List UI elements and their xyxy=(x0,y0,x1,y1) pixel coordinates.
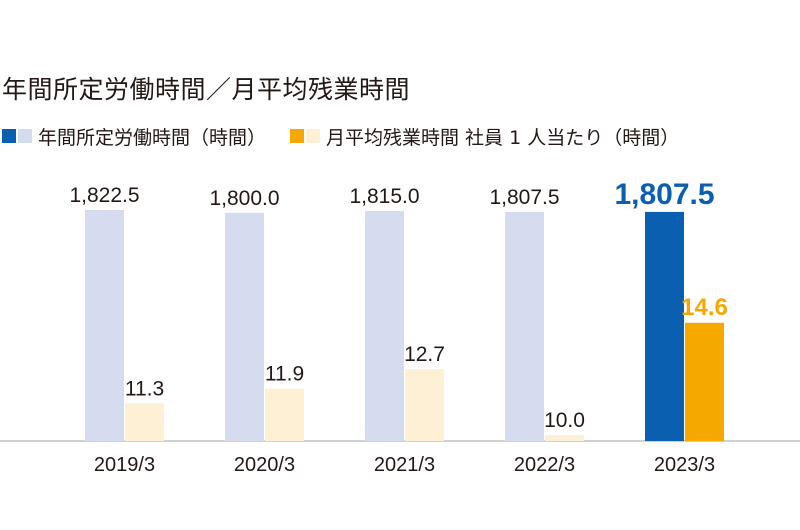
value-label-working-hours: 1,807.5 xyxy=(614,178,714,211)
legend-item-working-hours: 年間所定労働時間（時間） xyxy=(2,123,266,150)
value-label-overtime: 11.3 xyxy=(125,377,164,400)
x-tick-label: 2023/3 xyxy=(654,454,715,476)
legend-swatch-overtime xyxy=(290,129,321,143)
legend-item-overtime: 月平均残業時間 社員 1 人当たり（時間） xyxy=(290,123,679,150)
value-label-overtime: 10.0 xyxy=(544,409,585,432)
legend-swatch-past xyxy=(18,129,32,143)
value-label-overtime: 12.7 xyxy=(404,343,445,366)
chart-title: 年間所定労働時間／月平均残業時間 xyxy=(2,75,411,104)
value-label-working-hours: 1,807.5 xyxy=(489,186,559,209)
value-label-working-hours: 1,815.0 xyxy=(349,185,419,208)
bar-working-hours xyxy=(505,211,544,441)
value-label-working-hours: 1,822.5 xyxy=(69,184,139,207)
x-tick-label: 2019/3 xyxy=(94,454,155,476)
x-tick-label: 2022/3 xyxy=(514,454,575,476)
bar-overtime xyxy=(265,388,304,441)
x-tick-label: 2020/3 xyxy=(234,454,295,476)
bar-working-hours xyxy=(225,212,264,441)
legend: 年間所定労働時間（時間） 月平均残業時間 社員 1 人当たり（時間） xyxy=(2,123,703,150)
value-label-overtime: 14.6 xyxy=(681,294,728,321)
bar-working-hours xyxy=(645,211,684,441)
legend-label-working-hours: 年間所定労働時間（時間） xyxy=(38,126,267,149)
legend-label-overtime: 月平均残業時間 社員 1 人当たり（時間） xyxy=(326,126,680,149)
bar-overtime xyxy=(125,403,164,441)
bar-overtime xyxy=(545,435,584,441)
bar-overtime xyxy=(405,369,444,441)
bar-working-hours xyxy=(365,210,404,441)
legend-swatch-working-hours xyxy=(2,129,32,143)
value-label-overtime: 11.9 xyxy=(265,363,304,386)
bar-overtime xyxy=(685,322,724,441)
x-tick-label: 2021/3 xyxy=(374,454,435,476)
legend-swatch-latest xyxy=(290,129,305,143)
legend-swatch-past xyxy=(306,129,321,143)
value-label-working-hours: 1,800.0 xyxy=(209,187,279,210)
bar-working-hours xyxy=(85,210,124,441)
legend-swatch-latest xyxy=(2,129,16,143)
